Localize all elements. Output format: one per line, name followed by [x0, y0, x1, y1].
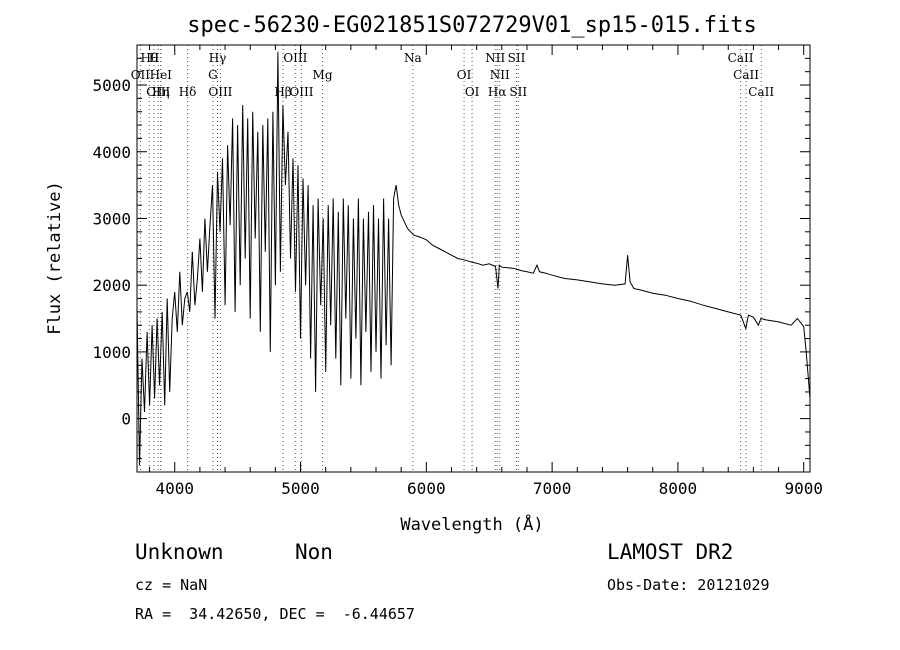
- y-tick-label: 3000: [92, 209, 131, 228]
- y-tick-label: 2000: [92, 276, 131, 295]
- object-subclass-label: Non: [295, 540, 333, 564]
- chart-title: spec-56230-EG021851S072729V01_sp15-015.f…: [187, 13, 757, 38]
- x-tick-label: 7000: [533, 479, 572, 498]
- x-tick-label: 9000: [784, 479, 823, 498]
- spectral-line-label: OIII: [283, 51, 307, 65]
- spectral-line-label: SII: [508, 51, 526, 65]
- spectral-line-label: OIII: [289, 85, 313, 99]
- spectral-line-label: CaII: [733, 68, 759, 82]
- redshift-readout: cz = NaN: [135, 576, 208, 594]
- spectral-line-label: NII: [490, 68, 510, 82]
- y-tick-label: 5000: [92, 76, 131, 95]
- spectral-line-label: Hθ: [140, 51, 158, 65]
- spectral-line-label: Na: [404, 51, 422, 65]
- spectral-line-label: Hγ: [209, 51, 227, 65]
- spectral-line-label: H: [149, 51, 159, 65]
- x-tick-label: 6000: [407, 479, 446, 498]
- spectral-line-label: OI: [465, 85, 480, 99]
- spectral-line-markers: [139, 45, 762, 472]
- spectral-line-label: OII: [131, 68, 151, 82]
- spectral-line-label: OIII: [146, 85, 170, 99]
- spectral-line-label: HeI: [150, 68, 173, 82]
- plot-frame: [136, 44, 811, 473]
- x-tick-label: 4000: [155, 479, 194, 498]
- coordinates-readout: RA = 34.42650, DEC = -6.44657: [135, 605, 415, 623]
- y-tick-label: 1000: [92, 343, 131, 362]
- spectrum-series-line: [136, 51, 811, 466]
- spectral-line-label: CaII: [728, 51, 754, 65]
- spectral-line-label: Mg: [313, 68, 333, 82]
- spectral-line-label: Hη: [152, 85, 170, 99]
- spectral-line-label: OI: [457, 68, 472, 82]
- y-axis-ticks: 0 1000 2000 3000 4000 5000: [92, 57, 810, 460]
- survey-label: LAMOST DR2: [607, 540, 734, 564]
- x-axis-ticks: 4000 5000 6000 7000 8000 9000: [149, 45, 823, 498]
- spectral-line-label: Hα: [488, 85, 507, 99]
- spectral-line-label: Hδ: [179, 85, 197, 99]
- observation-date: Obs-Date: 20121029: [607, 576, 770, 594]
- object-class-label: Unknown: [135, 540, 224, 564]
- spectral-line-label: SII: [509, 85, 527, 99]
- x-tick-label: 8000: [659, 479, 698, 498]
- spectral-line-label: NII: [485, 51, 505, 65]
- y-tick-label: 4000: [92, 143, 131, 162]
- x-tick-label: 5000: [281, 479, 320, 498]
- spectral-line-label: G: [208, 68, 218, 82]
- spectral-line-label: OIII: [208, 85, 232, 99]
- y-tick-label: 0: [121, 410, 131, 429]
- spectral-line-label: CaII: [748, 85, 774, 99]
- y-axis-label: Flux (relative): [45, 181, 65, 335]
- x-axis-label: Wavelength (Å): [400, 513, 543, 535]
